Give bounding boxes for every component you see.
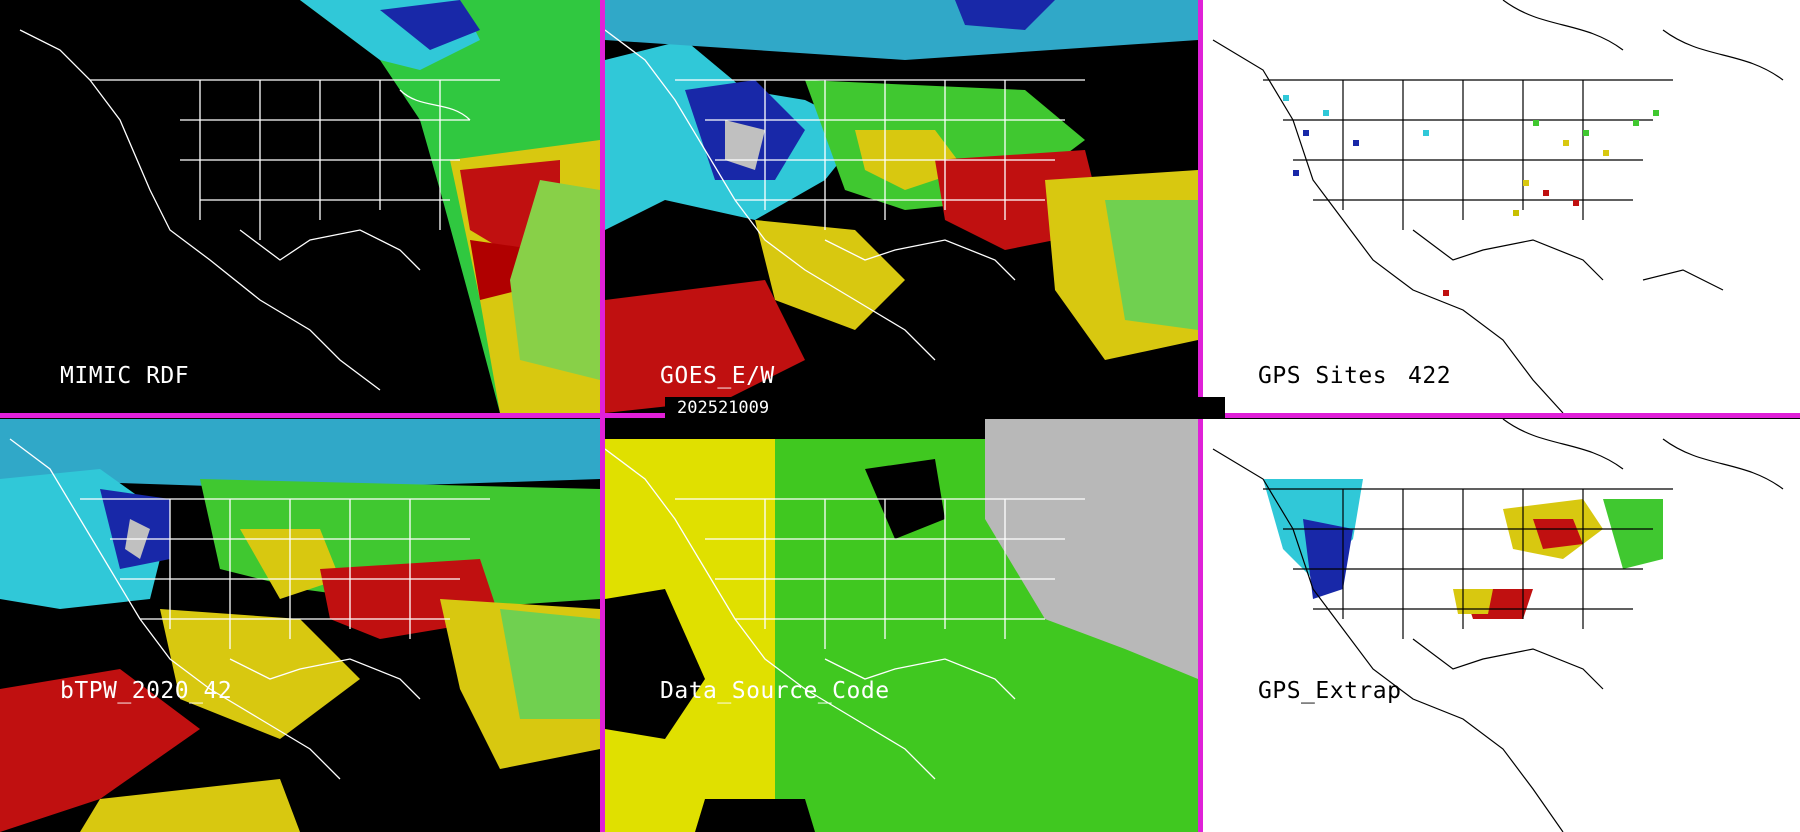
panel-gps-sites: GPS Sites 422 <box>1203 0 1800 413</box>
panel-gps-extrap: GPS_Extrap <box>1203 419 1800 832</box>
data-source-map <box>605 419 1198 832</box>
panel-data-source: Data_Source_Code <box>605 419 1198 832</box>
panel-label: Data_Source_Code <box>660 678 890 704</box>
mimic-rdf-map <box>19 0 600 413</box>
gps-extrap-map <box>1212 419 1784 832</box>
panel-label: MIMIC RDF <box>60 363 190 389</box>
separator-vertical-left <box>600 0 605 832</box>
panel-mimic-rdf: MIMIC RDF <box>0 0 600 413</box>
panel-label: GPS Sites <box>1258 363 1388 389</box>
btpw-map <box>0 419 600 832</box>
gps-sites-map <box>1212 0 1784 413</box>
panel-goes-ew: GOES_E/W <box>605 0 1198 413</box>
gps-site-markers <box>1283 95 1659 296</box>
timestamp-bar: 202521009 <box>665 397 1225 419</box>
panel-label: GPS_Extrap <box>1258 678 1402 704</box>
gps-site-count: 422 <box>1408 363 1452 389</box>
panel-label: bTPW_2020_42 <box>60 678 233 704</box>
goes-ew-map <box>605 0 1198 413</box>
panel-btpw: bTPW_2020_42 <box>0 419 600 832</box>
panel-label: GOES_E/W <box>660 363 775 389</box>
